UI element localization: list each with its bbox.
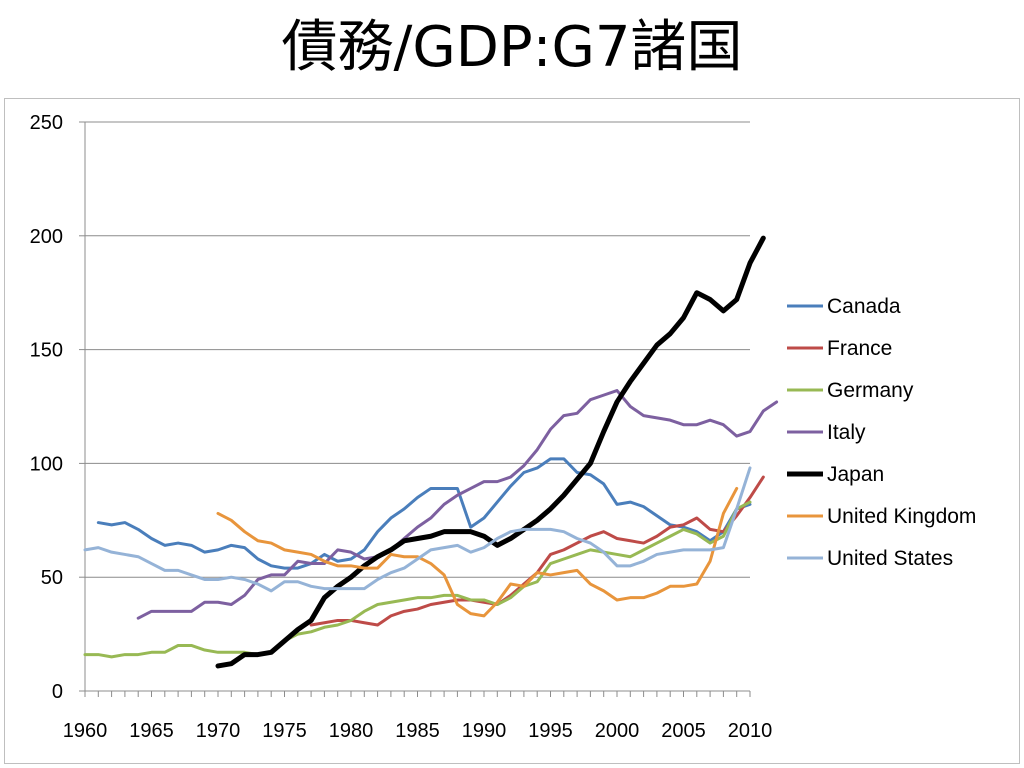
slide-title: 債務/GDP:G7諸国 [281, 15, 743, 80]
x-tick-label: 2005 [661, 720, 706, 742]
series-line-italy [136, 389, 779, 620]
legend-label-united-states: United States [827, 547, 953, 570]
legend: Canada France Germany Italy Japan United King… [787, 295, 976, 570]
x-tick-label: 1975 [262, 720, 307, 742]
legend-label-france: France [827, 337, 892, 360]
x-tick-label: 1980 [329, 720, 374, 742]
y-tick-label: 100 [30, 453, 63, 475]
x-tick-label: 1985 [395, 720, 440, 742]
series-line-canada [96, 457, 752, 570]
x-tick-label: 2000 [595, 720, 640, 742]
y-tick-label: 200 [30, 226, 63, 248]
legend-label-italy: Italy [827, 421, 866, 444]
legend-label-germany: Germany [827, 379, 914, 402]
x-tick-label: 1960 [63, 720, 108, 742]
legend-label-united-kingdom: United Kingdom [827, 505, 976, 528]
x-tick-label: 1990 [462, 720, 507, 742]
chart-frame: 0 50 100 150 200 250 1960 1965 1970 1975 1980 1985 1… [4, 98, 1020, 764]
y-tick-label: 0 [52, 681, 63, 703]
series-line-germany [83, 500, 752, 659]
series-line-japan [215, 235, 766, 669]
legend-label-japan: Japan [827, 463, 884, 486]
y-tick-label: 150 [30, 340, 63, 362]
series-line-united-states [83, 466, 752, 593]
gridlines [85, 121, 750, 578]
x-tick-label: 2010 [728, 720, 773, 742]
y-tick-label: 250 [30, 112, 63, 134]
legend-label-canada: Canada [827, 295, 901, 318]
line-chart: 0 50 100 150 200 250 1960 1965 1970 1975 1980 1985 1… [30, 112, 977, 742]
x-tick-label: 1965 [129, 720, 174, 742]
series-line-united-kingdom [216, 486, 739, 618]
series-lines [83, 235, 779, 669]
x-tick-label: 1995 [528, 720, 573, 742]
y-tick-label: 50 [41, 567, 63, 589]
x-tick-label: 1970 [196, 720, 241, 742]
axes: 0 50 100 150 200 250 1960 1965 1970 1975 1980 1985 1… [30, 112, 773, 742]
